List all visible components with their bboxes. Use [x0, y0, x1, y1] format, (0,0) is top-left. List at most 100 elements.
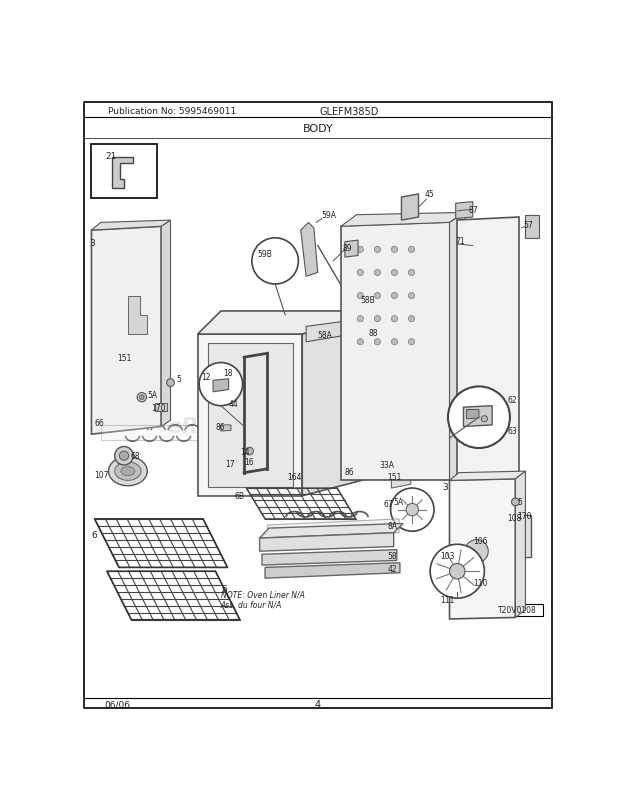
- Text: 62: 62: [508, 395, 517, 404]
- Text: 21: 21: [105, 152, 117, 160]
- Polygon shape: [526, 216, 539, 238]
- Text: 33A: 33A: [379, 461, 395, 470]
- Polygon shape: [112, 281, 153, 350]
- Polygon shape: [450, 213, 465, 480]
- Text: T20V0108: T20V0108: [498, 606, 537, 614]
- Text: 106: 106: [472, 537, 487, 545]
- Polygon shape: [272, 450, 329, 484]
- Text: 170: 170: [518, 511, 532, 520]
- Text: 151: 151: [388, 472, 402, 481]
- Text: 16: 16: [244, 457, 254, 466]
- Polygon shape: [301, 223, 317, 277]
- Circle shape: [357, 247, 363, 253]
- Circle shape: [167, 379, 174, 387]
- Circle shape: [409, 247, 415, 253]
- Polygon shape: [100, 425, 213, 441]
- Text: 18: 18: [223, 369, 232, 378]
- Text: NOTE: Oven Liner N/A: NOTE: Oven Liner N/A: [221, 590, 305, 599]
- Text: Publication No: 5995469011: Publication No: 5995469011: [108, 107, 237, 116]
- Polygon shape: [161, 221, 171, 427]
- Text: 12: 12: [202, 372, 211, 382]
- Text: 5A: 5A: [394, 498, 404, 507]
- Polygon shape: [341, 223, 449, 480]
- Text: 17: 17: [224, 460, 234, 468]
- Polygon shape: [260, 524, 403, 538]
- Text: 45: 45: [425, 190, 435, 199]
- Polygon shape: [155, 404, 167, 411]
- Polygon shape: [262, 550, 397, 565]
- Circle shape: [357, 270, 363, 276]
- Text: BODY: BODY: [303, 124, 333, 134]
- Polygon shape: [465, 311, 508, 322]
- Text: 4: 4: [315, 699, 321, 710]
- Circle shape: [481, 416, 487, 423]
- Text: 5: 5: [176, 375, 181, 383]
- Circle shape: [465, 540, 489, 563]
- Circle shape: [246, 448, 254, 456]
- Circle shape: [448, 387, 510, 448]
- Ellipse shape: [264, 253, 286, 270]
- Text: 103: 103: [440, 552, 454, 561]
- Text: 58: 58: [388, 551, 397, 560]
- Text: 66: 66: [94, 419, 104, 427]
- Text: 89: 89: [342, 244, 352, 253]
- Circle shape: [391, 293, 397, 299]
- Polygon shape: [500, 516, 531, 557]
- Polygon shape: [303, 311, 391, 496]
- Circle shape: [357, 293, 363, 299]
- Circle shape: [512, 499, 520, 506]
- Circle shape: [391, 270, 397, 276]
- Polygon shape: [265, 563, 400, 578]
- Circle shape: [409, 316, 415, 322]
- Polygon shape: [458, 218, 520, 480]
- Polygon shape: [198, 311, 391, 334]
- Circle shape: [115, 447, 133, 465]
- Circle shape: [345, 293, 353, 300]
- Polygon shape: [456, 202, 472, 219]
- Text: 6B: 6B: [234, 492, 244, 500]
- Polygon shape: [353, 423, 396, 443]
- Text: 5: 5: [518, 498, 523, 507]
- Polygon shape: [221, 425, 231, 431]
- Circle shape: [374, 270, 381, 276]
- Text: GLEFM385D: GLEFM385D: [319, 107, 378, 116]
- Text: 14: 14: [241, 447, 250, 456]
- Text: 87: 87: [469, 205, 479, 215]
- Circle shape: [374, 293, 381, 299]
- Text: 151: 151: [117, 353, 131, 363]
- Text: 170: 170: [151, 403, 166, 412]
- Text: eReplacementParts.com: eReplacementParts.com: [166, 417, 469, 437]
- Ellipse shape: [108, 457, 148, 486]
- Text: 59A: 59A: [322, 211, 337, 220]
- Text: 71: 71: [456, 237, 466, 245]
- Text: 58A: 58A: [317, 330, 332, 339]
- Polygon shape: [353, 358, 379, 371]
- Circle shape: [430, 545, 484, 598]
- Circle shape: [409, 270, 415, 276]
- Circle shape: [374, 316, 381, 322]
- Polygon shape: [402, 195, 418, 221]
- Text: 5A: 5A: [148, 390, 157, 399]
- Polygon shape: [465, 246, 508, 257]
- Polygon shape: [112, 158, 133, 188]
- Polygon shape: [450, 472, 526, 480]
- Circle shape: [374, 247, 381, 253]
- Circle shape: [199, 363, 242, 406]
- Polygon shape: [198, 334, 303, 496]
- Circle shape: [409, 293, 415, 299]
- Ellipse shape: [121, 467, 135, 476]
- Circle shape: [391, 316, 397, 322]
- Text: 57: 57: [523, 221, 533, 230]
- Text: 164: 164: [287, 472, 302, 481]
- Text: 111: 111: [440, 595, 454, 605]
- Text: 06/06: 06/06: [105, 700, 131, 709]
- Text: 86: 86: [345, 467, 355, 476]
- Circle shape: [391, 247, 397, 253]
- Polygon shape: [391, 469, 410, 488]
- Text: 44: 44: [229, 399, 239, 408]
- Polygon shape: [465, 290, 508, 301]
- Polygon shape: [92, 144, 157, 199]
- Text: 3: 3: [89, 238, 95, 248]
- Polygon shape: [492, 604, 542, 616]
- Polygon shape: [465, 268, 508, 279]
